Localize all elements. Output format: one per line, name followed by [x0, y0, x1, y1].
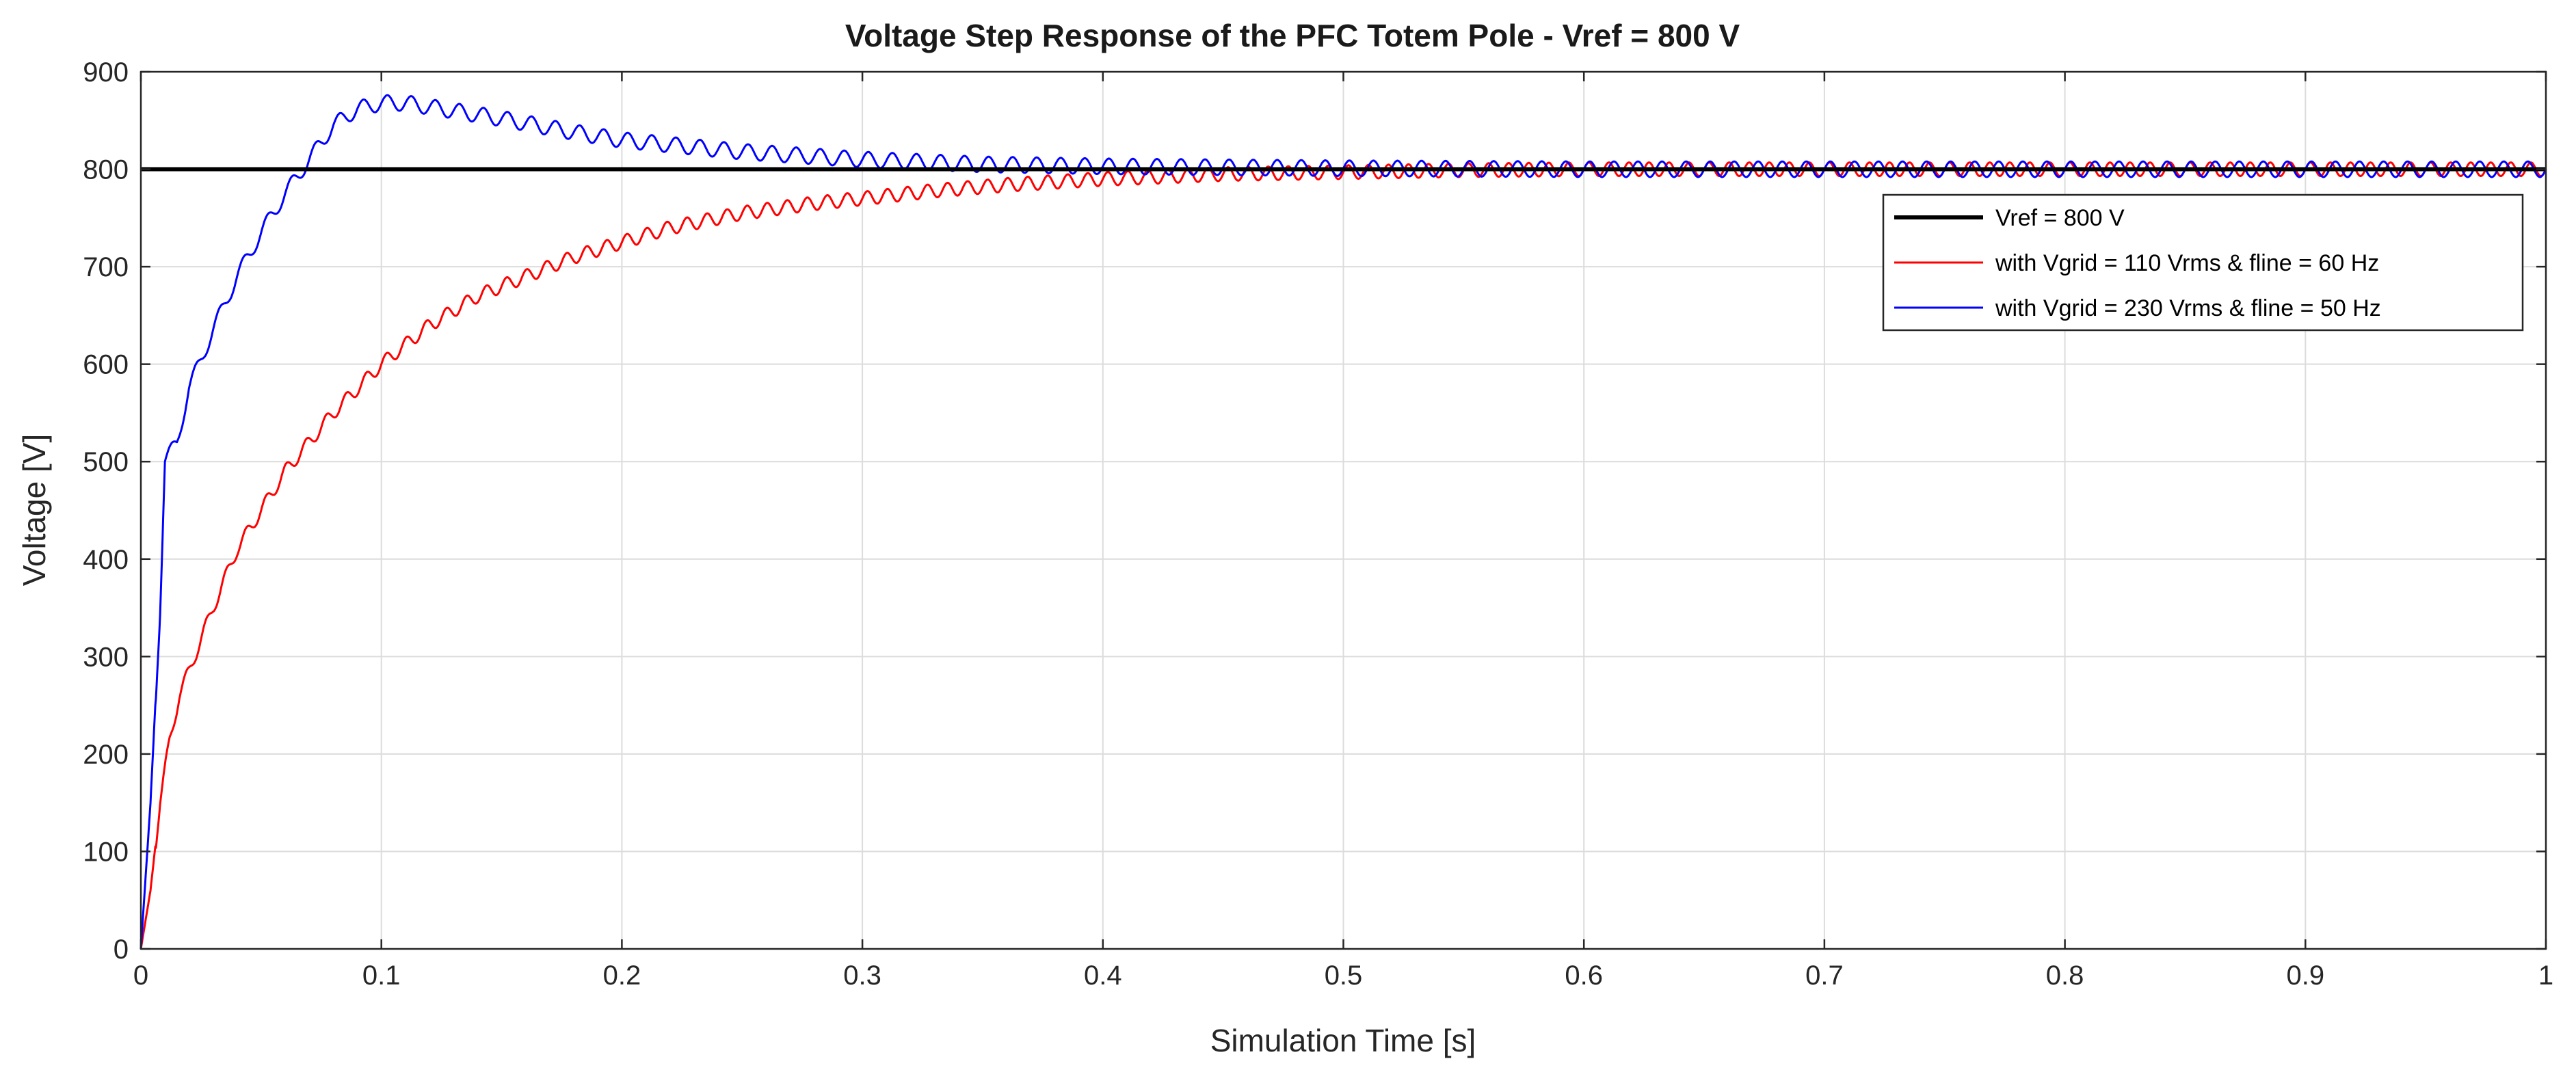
x-tick-label: 0.1: [362, 961, 401, 991]
y-tick-label: 100: [83, 837, 129, 867]
x-tick-label: 0: [133, 961, 148, 991]
x-tick-label: 0.9: [2286, 961, 2324, 991]
x-tick-label: 1: [2538, 961, 2553, 991]
legend-label-230v: with Vgrid = 230 Vrms & fline = 50 Hz: [1995, 295, 2381, 321]
y-tick-label: 200: [83, 740, 129, 770]
x-tick-label: 0.6: [1565, 961, 1603, 991]
x-axis-label: Simulation Time [s]: [1210, 1023, 1476, 1058]
legend-label-vref: Vref = 800 V: [1995, 205, 2125, 231]
legend: Vref = 800 V with Vgrid = 110 Vrms & fli…: [1882, 193, 2524, 332]
x-tick-label: 0.4: [1084, 961, 1122, 991]
x-tick-label: 0.2: [603, 961, 641, 991]
chart-title: Voltage Step Response of the PFC Totem P…: [845, 18, 1740, 53]
x-tick-label: 0.8: [2046, 961, 2084, 991]
y-tick-label: 300: [83, 642, 129, 672]
y-axis: 0 100 200 300 400 500 600 700 800 900: [83, 57, 2546, 965]
y-tick-label: 700: [83, 252, 129, 282]
y-tick-label: 900: [83, 57, 129, 88]
x-tick-label: 0.3: [843, 961, 881, 991]
legend-label-110v: with Vgrid = 110 Vrms & fline = 60 Hz: [1995, 250, 2379, 276]
x-tick-label: 0.7: [1805, 961, 1844, 991]
y-tick-label: 400: [83, 545, 129, 575]
y-tick-label: 800: [83, 155, 129, 185]
x-tick-label: 0.5: [1325, 961, 1363, 991]
y-tick-label: 500: [83, 447, 129, 477]
legend-box: [1882, 193, 2524, 332]
y-tick-label: 600: [83, 350, 129, 380]
x-axis: 0 0.1 0.2 0.3 0.4 0.5 0.6 0.7 0.8 0.9 1: [133, 72, 2553, 991]
y-axis-label: Voltage [V]: [16, 434, 52, 587]
y-tick-label: 0: [114, 935, 129, 965]
series-layer: [140, 94, 2547, 950]
